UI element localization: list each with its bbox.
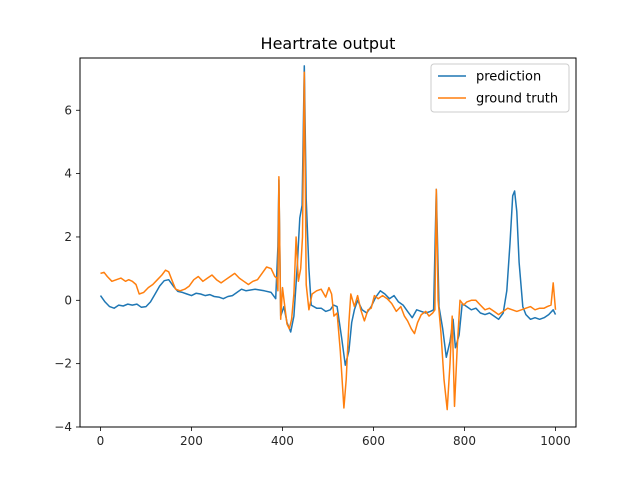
y-axis: −4 −2 0 2 4 6 <box>54 103 80 434</box>
x-tick-label: 400 <box>271 434 294 448</box>
x-tick-label: 0 <box>97 434 105 448</box>
x-axis: 0 200 400 600 800 1000 <box>97 427 571 448</box>
legend-label: prediction <box>476 70 541 85</box>
y-tick-label: 4 <box>64 167 72 181</box>
y-tick-label: −4 <box>54 420 72 434</box>
x-tick-label: 600 <box>362 434 385 448</box>
chart-title: Heartrate output <box>261 34 396 53</box>
plot-area <box>99 65 557 411</box>
y-tick-label: 2 <box>64 230 72 244</box>
x-tick-label: 800 <box>453 434 476 448</box>
series-line-ground-truth <box>100 71 557 411</box>
legend: prediction ground truth <box>430 63 570 113</box>
y-tick-label: 0 <box>64 293 72 307</box>
x-tick-label: 1000 <box>540 434 571 448</box>
plot-frame <box>79 57 577 428</box>
y-tick-label: 6 <box>64 103 72 117</box>
y-tick-label: −2 <box>54 357 72 371</box>
series-line-prediction <box>99 65 557 366</box>
legend-label: ground truth <box>476 92 558 107</box>
x-tick-label: 200 <box>180 434 203 448</box>
